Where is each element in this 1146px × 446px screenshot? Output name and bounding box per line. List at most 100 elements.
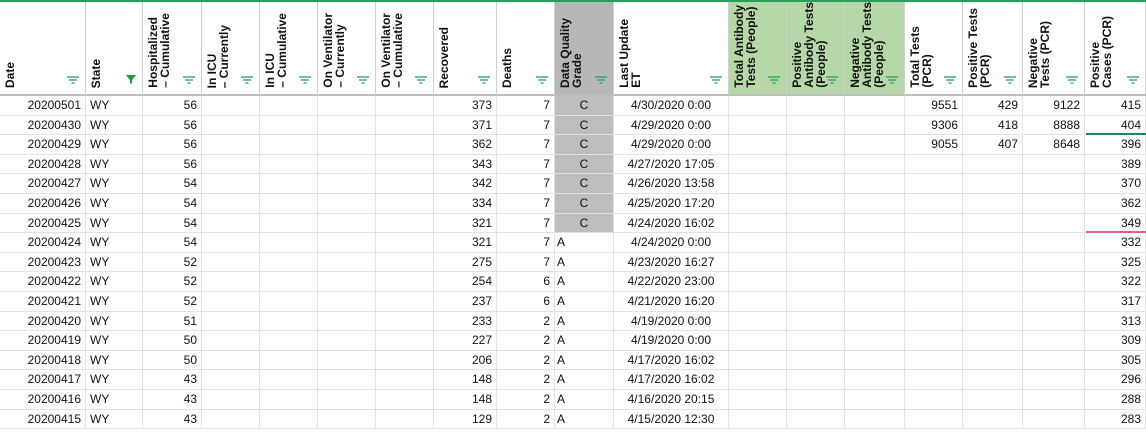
cell[interactable] (260, 135, 318, 155)
cell[interactable] (318, 174, 376, 194)
cell[interactable] (318, 233, 376, 253)
cell[interactable]: 43 (143, 409, 202, 430)
cell[interactable] (202, 252, 260, 273)
cell[interactable] (845, 135, 905, 155)
cell[interactable]: 4/16/2020 20:15 (614, 390, 729, 410)
cell[interactable] (905, 272, 963, 292)
cell[interactable]: 43 (143, 370, 202, 390)
cell[interactable] (729, 194, 787, 214)
cell[interactable]: 7 (497, 174, 555, 194)
filter-button[interactable] (183, 71, 195, 89)
cell[interactable] (905, 311, 963, 332)
cell[interactable]: A (555, 390, 614, 410)
cell[interactable]: 4/21/2020 16:20 (614, 292, 729, 312)
cell[interactable] (787, 233, 845, 253)
cell[interactable]: 415 (1085, 96, 1146, 116)
cell[interactable] (376, 390, 434, 410)
cell[interactable]: 8648 (1023, 135, 1085, 155)
cell[interactable] (729, 115, 787, 136)
cell[interactable] (376, 154, 434, 175)
cell[interactable] (905, 213, 963, 234)
cell[interactable] (1023, 272, 1085, 292)
cell[interactable] (787, 174, 845, 194)
cell[interactable]: 317 (1085, 292, 1146, 312)
cell[interactable]: 7 (497, 213, 555, 234)
cell[interactable] (845, 154, 905, 175)
cell[interactable] (729, 272, 787, 292)
cell[interactable]: 4/15/2020 12:30 (614, 409, 729, 430)
cell[interactable] (202, 174, 260, 194)
cell[interactable] (376, 135, 434, 155)
cell[interactable] (1023, 292, 1085, 312)
cell[interactable] (905, 331, 963, 351)
cell[interactable] (1023, 350, 1085, 371)
cell[interactable] (787, 252, 845, 273)
cell[interactable] (729, 350, 787, 371)
cell[interactable] (376, 292, 434, 312)
cell[interactable] (1023, 154, 1085, 175)
cell[interactable] (905, 233, 963, 253)
cell[interactable] (787, 390, 845, 410)
cell[interactable] (260, 390, 318, 410)
cell[interactable] (729, 292, 787, 312)
cell[interactable]: WY (86, 390, 143, 410)
cell[interactable]: A (555, 370, 614, 390)
cell[interactable]: WY (86, 194, 143, 214)
filter-button[interactable] (886, 71, 898, 89)
cell[interactable] (787, 135, 845, 155)
cell[interactable] (202, 115, 260, 136)
cell[interactable] (202, 311, 260, 332)
cell[interactable] (318, 292, 376, 312)
cell[interactable] (376, 213, 434, 234)
cell[interactable]: 148 (434, 370, 497, 390)
cell[interactable]: 51 (143, 311, 202, 332)
cell[interactable] (376, 409, 434, 430)
cell[interactable] (963, 311, 1023, 332)
cell[interactable] (202, 370, 260, 390)
cell[interactable]: 6 (497, 292, 555, 312)
column-header[interactable]: Hospitalized – Cumulative (143, 2, 202, 96)
cell[interactable]: 342 (434, 174, 497, 194)
cell[interactable] (963, 292, 1023, 312)
cell[interactable]: 362 (1085, 194, 1146, 214)
cell[interactable] (376, 115, 434, 136)
cell[interactable]: 7 (497, 96, 555, 116)
cell[interactable]: WY (86, 311, 143, 332)
cell[interactable]: 56 (143, 115, 202, 136)
cell[interactable] (787, 409, 845, 430)
cell[interactable]: 20200417 (0, 370, 86, 390)
cell[interactable] (260, 272, 318, 292)
cell[interactable]: 283 (1085, 409, 1146, 430)
cell[interactable]: 20200419 (0, 331, 86, 351)
cell[interactable] (729, 96, 787, 116)
cell[interactable]: 7 (497, 135, 555, 155)
cell[interactable]: 20200424 (0, 233, 86, 253)
cell[interactable]: C (555, 174, 614, 194)
cell[interactable]: 396 (1085, 135, 1146, 155)
cell[interactable]: 370 (1085, 174, 1146, 194)
column-header[interactable]: On Ventilator – Currently (318, 2, 376, 96)
cell[interactable] (202, 272, 260, 292)
cell[interactable] (376, 350, 434, 371)
cell[interactable] (963, 194, 1023, 214)
cell[interactable]: 50 (143, 331, 202, 351)
cell[interactable] (1023, 233, 1085, 253)
cell[interactable]: WY (86, 272, 143, 292)
column-header[interactable]: Positive Tests (PCR) (963, 2, 1023, 96)
cell[interactable]: 20200430 (0, 115, 86, 136)
cell[interactable]: A (555, 331, 614, 351)
cell[interactable] (376, 174, 434, 194)
filter-button[interactable] (126, 71, 136, 89)
cell[interactable]: 56 (143, 96, 202, 116)
cell[interactable]: 4/17/2020 16:02 (614, 370, 729, 390)
cell[interactable] (260, 311, 318, 332)
column-header[interactable]: Recovered (434, 2, 497, 96)
cell[interactable]: 2 (497, 390, 555, 410)
cell[interactable]: C (555, 213, 614, 234)
cell[interactable] (376, 272, 434, 292)
cell[interactable] (202, 213, 260, 234)
cell[interactable]: 7 (497, 115, 555, 136)
cell[interactable]: 54 (143, 233, 202, 253)
cell[interactable] (318, 409, 376, 430)
cell[interactable]: 373 (434, 96, 497, 116)
